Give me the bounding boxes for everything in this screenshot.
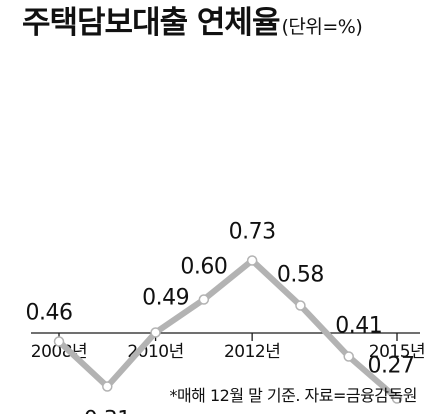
x-tick-label: 2012년 <box>224 342 280 362</box>
data-label: 0.60 <box>180 255 227 280</box>
data-label: 0.58 <box>277 263 324 288</box>
data-point <box>246 255 258 266</box>
data-label: 0.73 <box>229 220 276 245</box>
chart-title: 주택담보대출 연체율 <box>22 5 280 41</box>
series-line <box>56 257 400 402</box>
x-tick-label: 2015년 <box>369 342 425 362</box>
data-point <box>391 393 403 404</box>
data-label: 0.27 <box>368 354 415 379</box>
chart-title-row: 주택담보대출 연체율 (단위=%) <box>22 5 363 41</box>
data-point <box>53 336 65 347</box>
data-point <box>150 327 161 338</box>
data-point <box>198 294 210 305</box>
unit-note: (단위=%) <box>281 16 363 38</box>
data-point <box>295 300 306 311</box>
source-footnote: *매해 12월 말 기준. 자료=금융감독원 <box>169 386 417 405</box>
data-point <box>343 351 354 362</box>
data-label: 0.46 <box>26 301 73 326</box>
data-label: 0.41 <box>335 314 382 339</box>
data-label: 0.31 <box>84 408 131 414</box>
data-point <box>102 381 113 392</box>
data-label: 0.49 <box>142 286 189 311</box>
